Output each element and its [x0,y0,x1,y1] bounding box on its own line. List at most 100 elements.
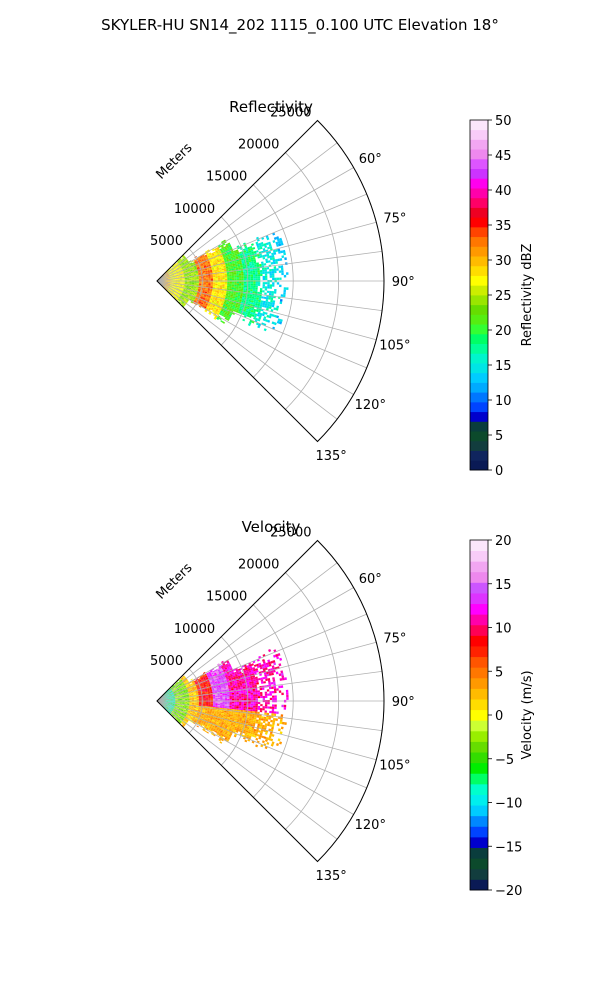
data-cell [178,301,182,304]
data-cell [187,278,190,280]
data-cell [171,268,174,271]
data-cell [175,290,178,292]
data-cell [192,712,195,715]
data-cell [177,299,180,302]
data-cell [185,691,189,693]
data-cell [182,695,185,697]
data-cell [191,702,195,704]
colorbar-swatch [470,178,488,189]
data-cell [179,278,183,280]
data-cell [271,291,275,294]
data-cell [168,698,171,700]
data-cell [194,266,197,268]
data-cell [210,275,213,277]
data-cell [188,692,192,694]
data-cell [194,680,197,683]
data-cell [212,729,216,732]
data-cell [174,706,177,708]
data-cell [211,678,215,681]
data-cell [208,284,211,286]
data-cell [226,721,230,724]
data-cell [182,278,185,280]
colorbar-swatch [470,304,488,315]
data-cell [181,294,184,296]
data-cell [165,276,168,278]
data-cell [223,293,227,296]
data-cell [220,277,223,280]
data-cell [220,686,224,688]
data-cell [222,696,225,698]
data-cell [215,250,219,253]
data-cell [208,296,211,299]
data-cell [171,268,175,271]
data-cell [175,702,178,703]
data-cell [223,728,227,732]
data-cell [193,271,196,273]
data-cell [180,719,183,722]
data-cell [210,723,214,726]
data-cell [227,312,230,315]
data-cell [229,696,232,698]
data-cell [188,287,192,289]
data-cell [224,284,228,286]
data-cell [178,266,181,268]
data-cell [187,280,190,281]
data-cell [264,267,267,270]
data-cell [222,284,225,286]
data-cell [209,291,212,294]
data-cell [185,300,188,303]
data-cell [188,265,192,268]
data-cell [181,262,185,265]
data-cell [206,306,210,309]
data-cell [191,704,195,705]
data-cell [208,695,211,697]
data-cell [229,693,232,695]
data-cell [270,309,274,312]
data-cell [202,708,206,710]
colorbar-swatch [470,197,488,208]
data-cell [178,298,181,301]
data-cell [252,270,256,273]
data-cell [194,267,197,269]
data-cell [262,302,266,306]
data-cell [249,263,252,266]
data-cell [167,270,170,273]
data-cell [219,252,222,256]
data-cell [178,714,181,716]
data-cell [186,299,189,302]
data-cell [206,295,209,297]
data-cell [258,295,262,299]
data-cell [201,301,204,304]
data-cell [214,306,218,309]
data-cell [202,256,206,259]
data-cell [284,257,287,261]
data-cell [211,293,215,295]
data-cell [264,312,268,315]
data-cell [207,255,211,258]
data-cell [182,263,185,265]
data-cell [220,729,224,732]
data-cell [179,276,183,278]
data-cell [217,695,221,697]
data-cell [184,718,187,721]
data-cell [232,262,235,265]
data-cell [245,310,249,313]
data-cell [167,289,170,292]
data-cell [186,287,189,289]
data-cell [212,724,216,727]
data-cell [174,711,177,714]
data-cell [177,685,181,687]
data-cell [180,260,183,263]
data-cell [186,697,190,699]
data-cell [218,265,221,268]
data-cell [204,688,208,691]
data-cell [250,285,254,288]
data-cell [214,687,217,690]
data-cell [253,276,256,279]
data-cell [186,294,189,297]
data-cell [221,687,224,690]
data-cell [219,254,223,257]
data-cell [212,703,216,705]
data-cell [220,724,223,727]
data-cell [182,687,185,690]
